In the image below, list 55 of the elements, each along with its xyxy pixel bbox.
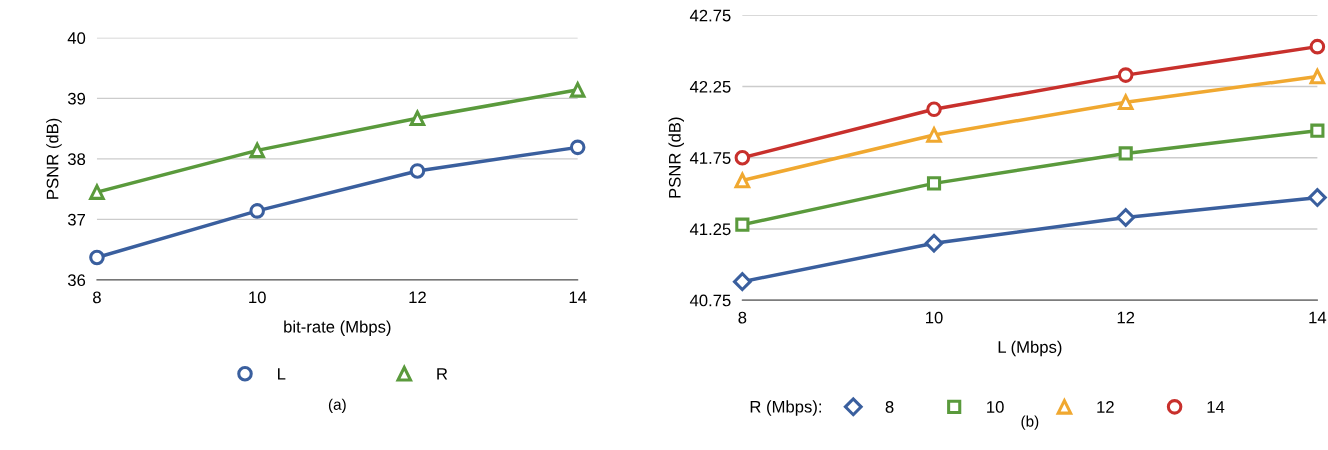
y-tick-label: 39 bbox=[67, 92, 86, 105]
text: (a) bbox=[328, 398, 346, 413]
point bbox=[408, 108, 426, 127]
point bbox=[734, 149, 751, 166]
point bbox=[1118, 146, 1133, 161]
point bbox=[926, 176, 942, 191]
legend-label: 12 bbox=[1097, 401, 1114, 413]
y-tick-label: 37 bbox=[67, 213, 85, 226]
x-tick-label: 8 bbox=[93, 291, 101, 304]
point bbox=[926, 127, 942, 143]
point bbox=[89, 249, 105, 266]
point bbox=[926, 101, 942, 118]
x-tick-label: 10 bbox=[926, 311, 943, 324]
legend-title: R (Mbps): bbox=[750, 400, 821, 416]
point bbox=[409, 163, 426, 179]
point bbox=[569, 139, 586, 156]
x-tick-label: 14 bbox=[1309, 311, 1327, 324]
y-tick-label: 42.25 bbox=[689, 80, 731, 93]
point bbox=[1310, 123, 1325, 138]
y-tick-label: 41.75 bbox=[689, 152, 731, 164]
point bbox=[924, 233, 944, 253]
point bbox=[1117, 67, 1134, 83]
y-axis-title: PSNR (dB) bbox=[668, 117, 684, 198]
point bbox=[733, 170, 751, 189]
y-tick-label: 38 bbox=[67, 153, 86, 166]
point bbox=[1116, 208, 1136, 227]
y-tick-label: 40.75 bbox=[689, 294, 731, 307]
x-tick-label: 12 bbox=[409, 291, 426, 304]
point bbox=[1307, 188, 1327, 207]
x-axis-title: L (Mbps) bbox=[998, 340, 1062, 357]
point bbox=[1309, 38, 1326, 55]
x-tick-label: 14 bbox=[569, 291, 587, 304]
legend-label: 10 bbox=[987, 401, 1004, 413]
x-tick-label: 8 bbox=[738, 311, 747, 324]
point bbox=[1117, 94, 1134, 110]
point bbox=[569, 82, 586, 98]
point bbox=[1309, 68, 1326, 85]
y-tick-label: 42.75 bbox=[689, 9, 731, 22]
y-tick-label: 36 bbox=[67, 274, 86, 287]
x-tick-label: 10 bbox=[249, 291, 266, 304]
point bbox=[248, 140, 266, 159]
legend-label: L bbox=[278, 368, 286, 380]
point bbox=[735, 217, 750, 232]
legend-label: R bbox=[437, 368, 448, 380]
legend-label: 14 bbox=[1207, 401, 1225, 413]
y-tick-label: 41.25 bbox=[689, 223, 731, 236]
point bbox=[249, 203, 265, 219]
point bbox=[89, 184, 105, 200]
legend-label: 8 bbox=[885, 401, 894, 413]
point bbox=[732, 272, 752, 292]
x-axis-title: bit-rate (Mbps) bbox=[284, 320, 391, 336]
y-tick-label: 40 bbox=[67, 32, 86, 44]
x-tick-label: 12 bbox=[1117, 311, 1135, 324]
y-axis-title: PSNR (dB) bbox=[46, 118, 62, 199]
text: (b) bbox=[1021, 415, 1039, 430]
